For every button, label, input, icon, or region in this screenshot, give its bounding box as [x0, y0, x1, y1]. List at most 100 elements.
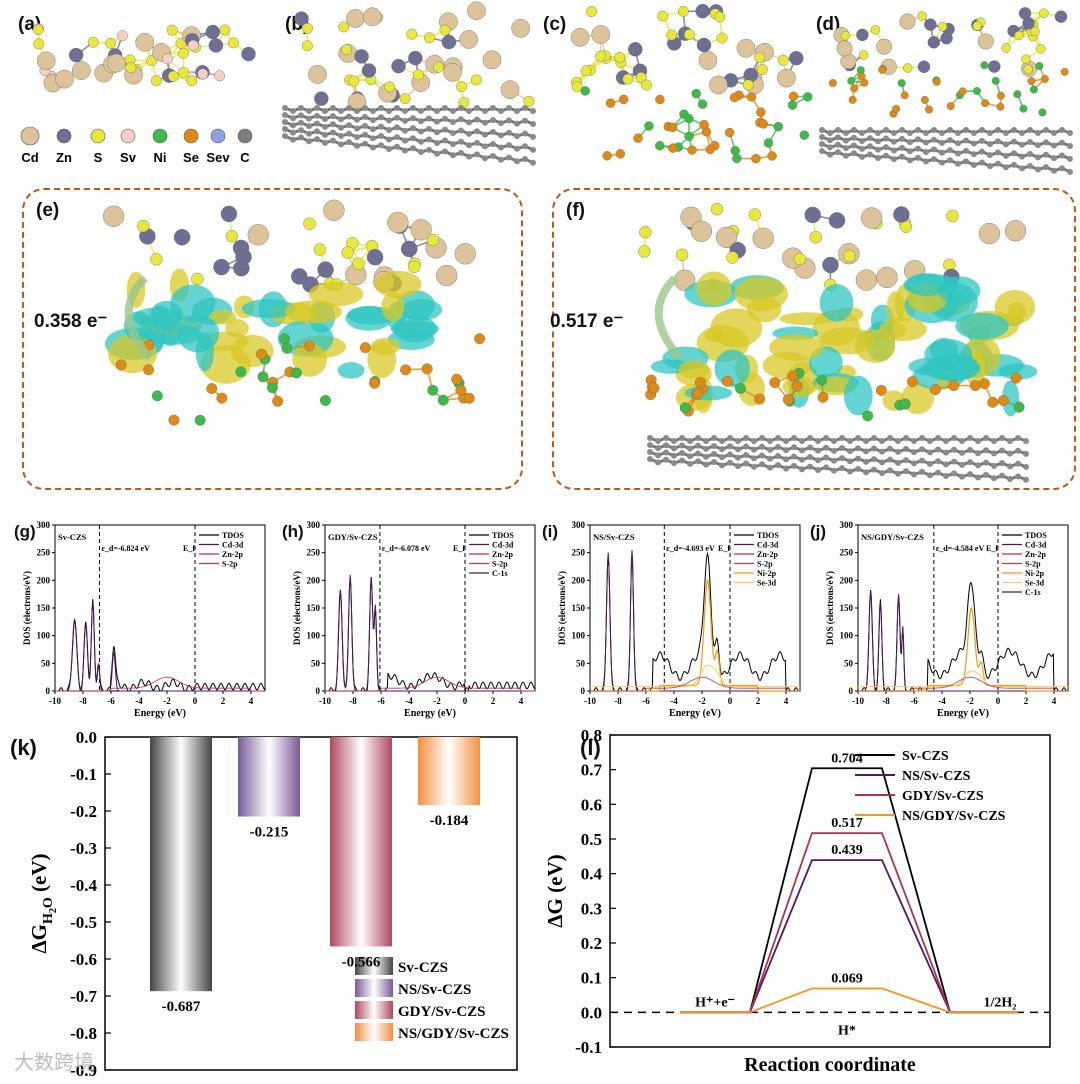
dos-legend-label: S-2p — [222, 560, 238, 569]
panel-label-l: (l) — [580, 735, 601, 760]
carbon-atom — [671, 460, 677, 467]
carbon-atom — [907, 130, 913, 136]
atom — [836, 40, 853, 57]
carbon-atom — [1003, 141, 1009, 148]
dos-panel-1: 0 50 100 150 200 250 300 -10 -8 -6 -4 -2 0 2 4 Energy (… — [292, 520, 536, 719]
atom — [699, 120, 709, 130]
line-legend-label: GDY/Sv-CZS — [902, 789, 984, 804]
dos-legend-label: Cd-3d — [1025, 541, 1047, 550]
carbon-atom — [839, 435, 845, 441]
carbon-atom — [987, 152, 993, 159]
atom — [769, 377, 781, 388]
atom — [641, 79, 652, 91]
atom — [855, 269, 877, 291]
carbon-atom — [298, 112, 304, 119]
carbon-atom — [1043, 164, 1049, 171]
carbon-atom — [458, 127, 464, 134]
dos-legend-label: Zn-2p — [1025, 550, 1046, 559]
atom — [173, 228, 191, 246]
carbon-atom — [851, 150, 857, 157]
dos-curve — [590, 676, 800, 692]
dos-xtick-label: 0 — [463, 696, 468, 706]
atom — [644, 121, 654, 131]
carbon-atom — [530, 133, 536, 140]
atom — [214, 70, 226, 82]
atom — [861, 207, 883, 229]
carbon-atom — [290, 122, 296, 129]
dos-legend-label: Cd-3d — [222, 541, 244, 550]
atom — [875, 384, 887, 396]
carbon-atom — [687, 445, 693, 452]
carbon-atom — [394, 105, 400, 111]
carbon-atom — [1051, 130, 1057, 136]
carbon-atom — [943, 473, 949, 480]
bar-legend-swatch — [355, 1023, 393, 1041]
carbon-atom — [442, 126, 448, 133]
atom — [216, 392, 228, 404]
state-label: 1/2H₂ — [984, 995, 1017, 1010]
atom — [482, 50, 502, 70]
carbon-atom — [759, 435, 765, 441]
carbon-atom — [883, 127, 889, 133]
atom — [635, 72, 647, 83]
energy-value-label: 0.704 — [831, 751, 863, 766]
carbon-atom — [899, 127, 905, 133]
atom — [742, 79, 754, 91]
carbon-atom — [522, 117, 528, 124]
atom — [615, 149, 626, 159]
atom — [639, 225, 652, 239]
carbon-atom — [506, 154, 512, 161]
charge-density-lobe — [955, 312, 1009, 340]
atom — [523, 95, 535, 107]
carbon-atom — [831, 447, 837, 454]
atom — [716, 32, 728, 44]
atom — [1019, 104, 1028, 113]
carbon-atom — [911, 449, 917, 456]
carbon-atom — [314, 112, 320, 119]
carbon-atom — [959, 438, 965, 444]
carbon-atom — [835, 134, 841, 141]
dos-legend-label: Ni-2p — [757, 569, 777, 578]
dos-legend-label: TDOS — [492, 531, 514, 540]
charge-density-lobe — [381, 291, 405, 322]
carbon-atom — [783, 465, 789, 472]
atom — [1001, 43, 1011, 53]
dos-xtick-label: -10 — [49, 696, 61, 706]
bar-value-label: -0.687 — [162, 999, 201, 1015]
atom — [291, 268, 308, 285]
atom — [257, 371, 269, 383]
carbon-atom — [474, 151, 480, 158]
carbon-atom — [891, 147, 897, 154]
dos-legend-label: Cd-3d — [492, 541, 514, 550]
charge-density-lobe — [696, 271, 732, 306]
carbon-atom — [482, 143, 488, 150]
atom-legend-swatch-s — [90, 128, 106, 144]
atom — [675, 248, 689, 262]
atom — [387, 211, 409, 234]
bar-chart-k: 0.0 -0.1 -0.2 -0.3 -0.4 -0.5 -0.6 -0.7 -0.8 -0.9 Δ… — [27, 728, 518, 1080]
carbon-atom — [671, 452, 677, 459]
carbon-atom — [679, 435, 685, 441]
atom — [697, 99, 708, 109]
dos-ytick-label: 100 — [840, 631, 854, 641]
carbon-atom — [442, 148, 448, 155]
ef-label: E_f — [718, 544, 730, 553]
atom-legend-swatch-sv — [120, 128, 136, 144]
structure-a — [32, 23, 256, 93]
carbon-atom — [967, 435, 973, 441]
bar-ylabel: ΔGH2O (eV) — [27, 853, 59, 953]
carbon-atom — [1015, 447, 1021, 454]
carbon-atom — [330, 105, 336, 111]
dos-xtick-label: -4 — [670, 696, 678, 706]
carbon-atom — [931, 127, 937, 133]
atom — [978, 222, 1001, 245]
carbon-atom — [370, 108, 376, 114]
carbon-atom — [847, 438, 853, 444]
atom — [361, 63, 377, 78]
atom — [591, 25, 611, 44]
carbon-atom — [410, 145, 416, 152]
carbon-atom — [663, 435, 669, 441]
carbon-atom — [370, 135, 376, 142]
carbon-atom — [354, 134, 360, 141]
